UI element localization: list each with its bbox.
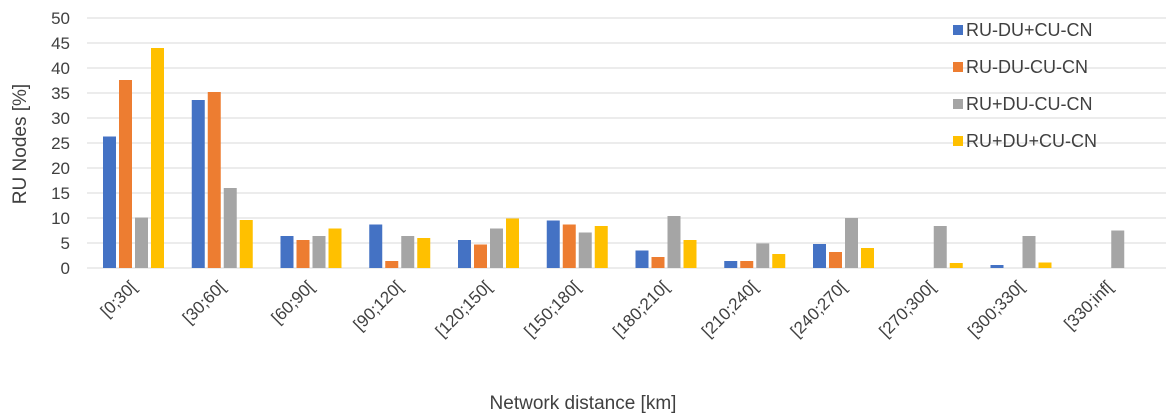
bar [312,236,326,268]
bar [845,218,858,268]
legend-swatch [953,99,963,109]
bar [813,244,826,268]
legend-swatch [953,136,963,146]
bar [635,250,649,268]
bar [578,232,592,268]
bar [369,224,383,268]
y-tick-label: 20 [51,159,70,178]
bar [458,240,471,268]
x-tick-label: [210;240[ [698,277,762,341]
legend-swatch [953,25,963,35]
y-axis-title: RU Nodes [%] [10,84,31,204]
bar [207,92,221,268]
x-tick-label: [120;150[ [432,277,496,341]
x-axis-tick-labels: [0;30[ [30;60[ [60;90[ [90;120[ [120;150[ [15… [97,277,1117,341]
bar [1111,230,1125,268]
bar [474,244,487,268]
bar [506,218,519,268]
gridlines [87,17,1166,269]
bar [119,80,132,268]
y-tick-label: 15 [51,184,70,203]
bar [1038,262,1052,268]
y-tick-label: 40 [51,59,70,78]
legend-label: RU-DU-CU-CN [966,57,1088,77]
x-tick-label: [330;inf[ [1060,277,1116,333]
bar [724,261,738,268]
bar [417,238,431,268]
legend-label: RU+DU+CU-CN [966,131,1097,151]
bar [280,236,294,268]
y-tick-label: 45 [51,34,70,53]
bar [861,248,874,268]
x-tick-label: [180;210[ [609,277,673,341]
y-tick-label: 35 [51,84,70,103]
bar [103,136,116,268]
y-tick-label: 30 [51,109,70,128]
x-tick-label: [270;300[ [876,277,940,341]
bar [990,265,1004,268]
bar [933,226,947,268]
bars [103,48,1125,268]
bar [667,216,681,268]
x-tick-label: [0;30[ [97,277,141,321]
bar [1022,236,1036,268]
bar [756,243,770,268]
x-tick-label: [60;90[ [268,277,318,327]
y-axis-tick-labels: 0 5 10 15 20 25 30 35 40 45 50 [51,9,70,278]
y-tick-label: 5 [61,234,70,253]
legend: RU-DU+CU-CN RU-DU-CU-CN RU+DU-CU-CN RU+DU+C… [953,20,1097,151]
bar [328,228,342,268]
bar [562,224,576,268]
bar [949,263,963,268]
y-tick-label: 50 [51,9,70,28]
bar [385,261,399,268]
x-tick-label: [300;330[ [964,277,1028,341]
x-axis-title: Network distance [km] [490,393,677,414]
bar [683,240,697,268]
bar [151,48,164,268]
bar [223,188,237,268]
y-tick-label: 0 [61,259,70,278]
bar [651,257,665,268]
legend-label: RU-DU+CU-CN [966,20,1093,40]
bar [191,100,205,268]
bar [490,228,503,268]
bar [401,236,415,268]
y-tick-label: 10 [51,209,70,228]
x-tick-label: [90;120[ [350,277,407,334]
bar [772,254,786,268]
x-tick-label: [150;180[ [521,277,585,341]
bar [135,217,148,268]
y-tick-label: 25 [51,134,70,153]
x-tick-label: [30;60[ [179,277,229,327]
bar [740,261,754,268]
bar [546,220,560,268]
bar [296,240,310,268]
bar [829,252,842,268]
bar [239,220,253,268]
bar [594,226,608,268]
legend-swatch [953,62,963,72]
x-tick-label: [240;270[ [787,277,851,341]
legend-label: RU+DU-CU-CN [966,94,1093,114]
